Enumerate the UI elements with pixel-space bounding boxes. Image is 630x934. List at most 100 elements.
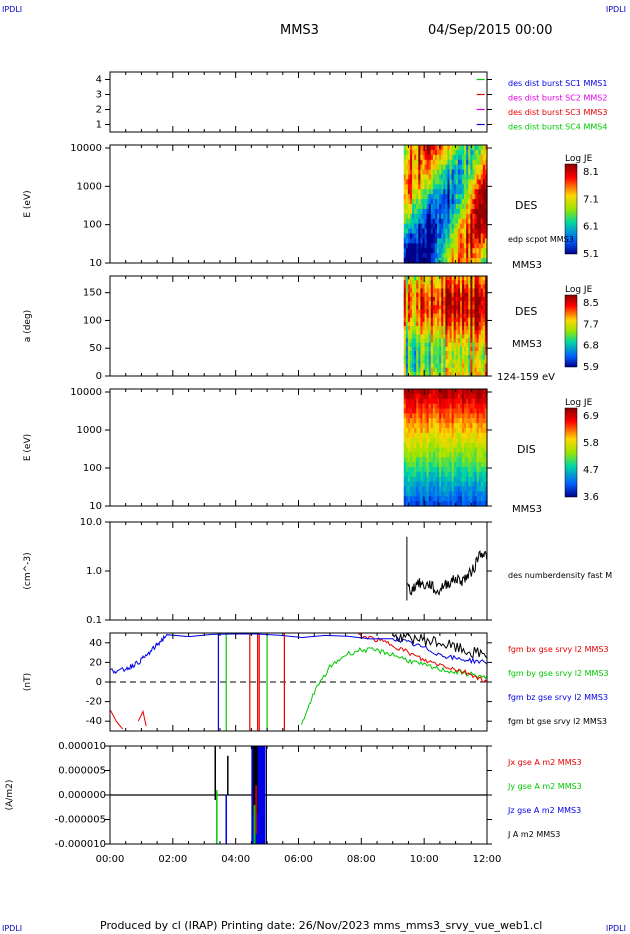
heatmap-cell [455, 359, 459, 365]
heatmap-cell [472, 204, 476, 210]
heatmap-cell [484, 228, 488, 235]
heatmap-cell [462, 208, 465, 215]
heatmap-cell [451, 367, 455, 373]
heatmap-cell [422, 476, 426, 483]
heatmap-cell [451, 317, 455, 323]
heatmap-cell [405, 481, 409, 488]
heatmap-cell [407, 398, 411, 405]
heatmap-cell [462, 342, 465, 348]
heatmap-cell [484, 462, 488, 468]
heatmap-cell [474, 292, 478, 298]
heatmap-cell [422, 233, 426, 240]
heatmap-cell [449, 184, 453, 190]
heatmap-cell [443, 452, 446, 458]
heatmap-cell [428, 149, 432, 156]
heatmap-cell [420, 149, 424, 156]
heatmap-cell [445, 447, 449, 453]
heatmap-cell [403, 476, 407, 483]
heatmap-cell [472, 169, 476, 176]
heatmap-cell [484, 408, 488, 414]
heatmap-cell [464, 296, 467, 302]
heatmap-cell [451, 292, 455, 298]
heatmap-cell [420, 243, 424, 249]
heatmap-cell [409, 159, 413, 166]
heatmap-cell [474, 334, 478, 340]
heatmap-cell [414, 476, 417, 483]
heatmap-cell [420, 305, 424, 310]
heatmap-cell [422, 154, 426, 161]
heatmap-cell [476, 423, 480, 429]
heatmap-cell [484, 326, 488, 331]
heatmap-cell [403, 413, 407, 419]
heatmap-cell [484, 330, 488, 335]
colorbar-tick-label: 6.8 [583, 341, 599, 352]
heatmap-cell [447, 398, 451, 405]
heatmap-cell [447, 457, 451, 463]
heatmap-cell [455, 428, 459, 434]
heatmap-cell [434, 218, 438, 225]
heatmap-cell [455, 442, 459, 449]
heatmap-cell [432, 496, 436, 502]
heatmap-cell [437, 355, 440, 360]
heatmap-cell [426, 418, 430, 424]
heatmap-cell [416, 317, 419, 323]
heatmap-cell [457, 403, 461, 410]
heatmap-cell [484, 452, 488, 458]
heatmap-cell [428, 305, 432, 310]
heatmap-cell [428, 154, 432, 161]
heatmap-cell [445, 233, 449, 240]
heatmap-cell [412, 442, 415, 449]
heatmap-cell [447, 218, 451, 225]
heatmap-cell [462, 462, 465, 468]
heatmap-cell [420, 164, 424, 171]
heatmap-cell [451, 423, 455, 429]
heatmap-cell [462, 403, 465, 410]
heatmap-cell [430, 305, 434, 310]
heatmap-cell [464, 174, 467, 181]
heatmap-cell [462, 501, 465, 507]
heatmap-cell [470, 442, 474, 449]
heatmap-cell [482, 258, 486, 264]
heatmap-cell [412, 428, 415, 434]
heatmap-cell [412, 164, 415, 171]
heatmap-cell [468, 208, 471, 215]
heatmap-cell [445, 258, 449, 264]
heatmap-cell [447, 253, 451, 259]
heatmap-cell [439, 159, 442, 166]
heatmap-cell [414, 243, 417, 249]
heatmap-cell [434, 403, 438, 410]
heatmap-cell [466, 213, 469, 220]
heatmap-cell [426, 403, 430, 410]
heatmap-cell [418, 179, 421, 185]
heatmap-cell [466, 418, 469, 424]
heatmap-cell [445, 486, 449, 492]
heatmap-cell [466, 154, 469, 161]
heatmap-cell [434, 501, 438, 507]
heatmap-cell [414, 154, 417, 161]
heatmap-cell [405, 169, 409, 176]
heatmap-cell [439, 393, 442, 400]
heatmap-cell [441, 296, 444, 302]
heatmap-cell [466, 457, 469, 463]
heatmap-cell [418, 189, 421, 195]
heatmap-cell [443, 199, 446, 205]
heatmap-cell [472, 432, 476, 439]
heatmap-cell [418, 238, 421, 244]
heatmap-cell [459, 330, 463, 335]
heatmap-cell [478, 292, 482, 298]
heatmap-cell [464, 194, 467, 200]
heatmap-cell [426, 334, 430, 340]
heatmap-cell [476, 149, 480, 156]
heatmap-cell [470, 467, 474, 473]
heatmap-cell [424, 301, 428, 306]
heatmap-cell [424, 457, 428, 463]
heatmap-cell [464, 423, 467, 429]
heatmap-cell [430, 218, 434, 225]
heatmap-cell [414, 208, 417, 215]
heatmap-cell [468, 398, 471, 405]
heatmap-cell [439, 238, 442, 244]
heatmap-cell [403, 149, 407, 156]
heatmap-cell [424, 486, 428, 492]
heatmap-cell [447, 371, 451, 377]
heatmap-cell [439, 423, 442, 429]
